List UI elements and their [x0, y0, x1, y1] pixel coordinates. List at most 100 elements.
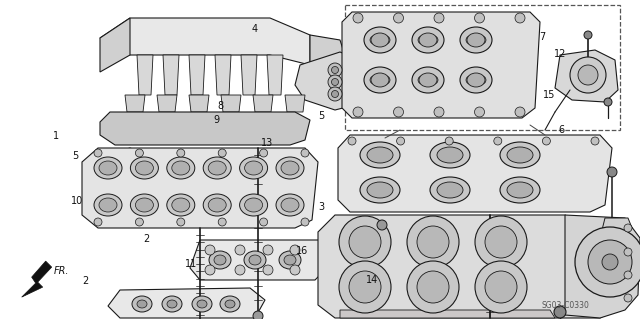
Ellipse shape [507, 147, 533, 163]
Circle shape [588, 240, 632, 284]
Circle shape [485, 226, 517, 258]
Ellipse shape [208, 161, 226, 175]
Ellipse shape [208, 198, 226, 212]
Ellipse shape [136, 161, 154, 175]
Polygon shape [189, 95, 209, 112]
Text: 11: 11 [184, 259, 197, 269]
Bar [345, 5, 620, 130]
Ellipse shape [430, 142, 470, 168]
Circle shape [263, 245, 273, 255]
Ellipse shape [249, 255, 261, 265]
Ellipse shape [460, 67, 492, 93]
Ellipse shape [467, 33, 485, 47]
Circle shape [136, 149, 143, 157]
Circle shape [604, 98, 612, 106]
Circle shape [301, 149, 309, 157]
Circle shape [624, 294, 632, 302]
Polygon shape [157, 95, 177, 112]
Circle shape [332, 78, 339, 85]
Circle shape [94, 149, 102, 157]
Circle shape [339, 216, 391, 268]
Ellipse shape [460, 27, 492, 53]
Circle shape [591, 137, 599, 145]
Circle shape [205, 245, 215, 255]
Circle shape [434, 13, 444, 23]
Text: 5: 5 [72, 151, 79, 161]
Ellipse shape [99, 161, 117, 175]
Ellipse shape [94, 157, 122, 179]
Circle shape [478, 76, 486, 84]
Ellipse shape [99, 198, 117, 212]
Circle shape [348, 137, 356, 145]
Circle shape [353, 107, 363, 117]
Polygon shape [163, 55, 179, 95]
Ellipse shape [276, 157, 304, 179]
Ellipse shape [162, 296, 182, 312]
Circle shape [430, 36, 438, 44]
Text: 6: 6 [559, 125, 565, 135]
Circle shape [445, 137, 453, 145]
Ellipse shape [430, 177, 470, 203]
Text: 7: 7 [540, 32, 546, 42]
Circle shape [94, 218, 102, 226]
Circle shape [624, 271, 632, 279]
Circle shape [382, 76, 390, 84]
Polygon shape [108, 288, 265, 318]
Polygon shape [22, 261, 52, 297]
Ellipse shape [131, 157, 159, 179]
Text: 2: 2 [82, 276, 88, 286]
Circle shape [218, 149, 226, 157]
Circle shape [328, 75, 342, 89]
Circle shape [235, 265, 245, 275]
Circle shape [624, 248, 632, 256]
Text: 14: 14 [366, 275, 379, 285]
Circle shape [475, 261, 527, 313]
Circle shape [253, 311, 263, 319]
Circle shape [417, 271, 449, 303]
Circle shape [584, 31, 592, 39]
Polygon shape [137, 55, 153, 95]
Ellipse shape [364, 67, 396, 93]
Circle shape [349, 271, 381, 303]
Polygon shape [340, 310, 555, 318]
Circle shape [466, 36, 474, 44]
Circle shape [328, 87, 342, 101]
Polygon shape [100, 18, 130, 72]
Circle shape [260, 218, 268, 226]
Circle shape [602, 254, 618, 270]
Polygon shape [602, 218, 632, 232]
Text: 13: 13 [261, 138, 274, 148]
Polygon shape [82, 148, 318, 228]
Circle shape [575, 227, 640, 297]
Circle shape [260, 149, 268, 157]
Circle shape [235, 245, 245, 255]
Polygon shape [215, 55, 231, 95]
Ellipse shape [500, 142, 540, 168]
Circle shape [349, 226, 381, 258]
Ellipse shape [197, 300, 207, 308]
Circle shape [394, 13, 403, 23]
Circle shape [382, 36, 390, 44]
Circle shape [607, 167, 617, 177]
Polygon shape [342, 12, 540, 118]
Circle shape [332, 66, 339, 73]
Circle shape [418, 36, 426, 44]
Text: 3: 3 [318, 202, 324, 212]
Circle shape [263, 265, 273, 275]
Ellipse shape [239, 194, 268, 216]
Ellipse shape [284, 255, 296, 265]
Text: 1: 1 [53, 130, 60, 141]
Polygon shape [310, 35, 348, 80]
Circle shape [478, 36, 486, 44]
Circle shape [485, 271, 517, 303]
Circle shape [543, 137, 550, 145]
Ellipse shape [209, 251, 231, 269]
Ellipse shape [132, 296, 152, 312]
Ellipse shape [364, 27, 396, 53]
Text: 12: 12 [554, 48, 567, 59]
Ellipse shape [192, 296, 212, 312]
Polygon shape [221, 95, 241, 112]
Text: 9: 9 [213, 115, 220, 125]
Circle shape [290, 265, 300, 275]
Circle shape [205, 265, 215, 275]
